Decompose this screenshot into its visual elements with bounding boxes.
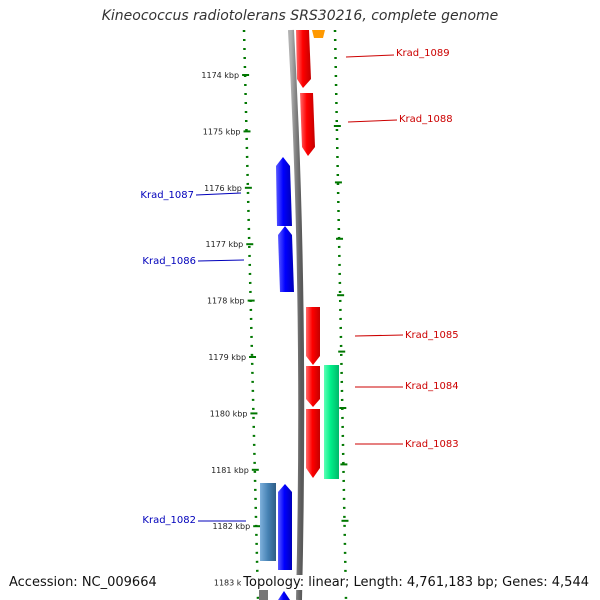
label-krad-1089[interactable]: Krad_1089: [396, 48, 450, 59]
leader-krad-1085: [354, 334, 404, 337]
axis-tick-label: 1179 kbp: [208, 353, 246, 362]
label-krad-1082[interactable]: Krad_1082: [142, 515, 196, 526]
leader-krad-1086: [197, 259, 245, 262]
axis-tick-label: 1183 kbp: [214, 579, 252, 588]
label-leaders: [195, 54, 404, 522]
gene-krad-1086: [278, 226, 294, 292]
gene-gray-block: [259, 585, 268, 600]
axis-tick-label: 1178 kbp: [207, 297, 245, 306]
axis-tick-label: 1174 kbp: [201, 71, 239, 80]
gene-krad-1084: [306, 366, 320, 407]
gene-labels: Krad_1089 Krad_1088 Krad_1087 Krad_1086 …: [140, 48, 458, 526]
gene-steel-block: [260, 483, 276, 561]
leader-krad-1088: [347, 119, 398, 123]
gene-krad-1087: [276, 157, 292, 226]
label-krad-1088[interactable]: Krad_1088: [399, 114, 453, 125]
axis-tick-label: 1176 kbp: [204, 184, 242, 193]
axis-tick-label: 1180 kbp: [210, 409, 248, 418]
gene-highlight-band: [324, 365, 339, 479]
label-krad-1086[interactable]: Krad_1086: [142, 256, 196, 267]
label-krad-1085[interactable]: Krad_1085: [405, 330, 459, 341]
accession-text: Accession: NC_009664: [9, 575, 157, 590]
leader-krad-1089: [345, 54, 395, 58]
leader-krad-1087: [195, 192, 242, 196]
label-krad-1084[interactable]: Krad_1084: [405, 381, 459, 392]
gene-track: [259, 30, 339, 600]
gene-krad-1085: [306, 307, 320, 365]
axis-tick-label: 1182 kbp: [212, 522, 250, 531]
left-axis-line: [242, 29, 260, 600]
right-axis-line: [333, 29, 348, 600]
label-krad-1087[interactable]: Krad_1087: [140, 190, 194, 201]
gene-krad-1089: [296, 30, 311, 88]
axis-tick-label: 1177 kbp: [206, 240, 244, 249]
genome-backbone: [288, 29, 305, 600]
gene-krad-1083: [306, 409, 320, 478]
gene-krad-1082: [278, 484, 292, 570]
label-krad-1083[interactable]: Krad_1083: [405, 439, 459, 450]
gene-arrow-partial: [312, 30, 325, 38]
axis-tick-label: 1175 kbp: [203, 127, 241, 136]
gene-arrow-partial-bottom: [278, 591, 290, 600]
topology-info-text: Topology: linear; Length: 4,761,183 bp; …: [241, 575, 589, 590]
axis-tick-label: 1181 kbp: [211, 466, 249, 475]
gene-krad-1088: [300, 93, 315, 156]
page-title: Kineococcus radiotolerans SRS30216, comp…: [101, 8, 499, 24]
